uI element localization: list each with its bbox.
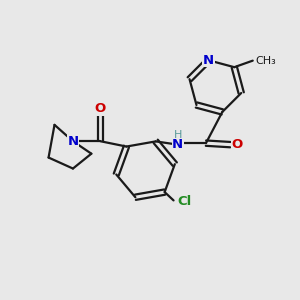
Text: CH₃: CH₃ — [255, 56, 276, 66]
Text: N: N — [68, 135, 79, 148]
Text: N: N — [203, 54, 214, 67]
Text: H: H — [173, 130, 182, 140]
Text: O: O — [231, 138, 242, 151]
Text: O: O — [95, 102, 106, 115]
Text: Cl: Cl — [177, 195, 191, 208]
Text: N: N — [172, 138, 183, 151]
